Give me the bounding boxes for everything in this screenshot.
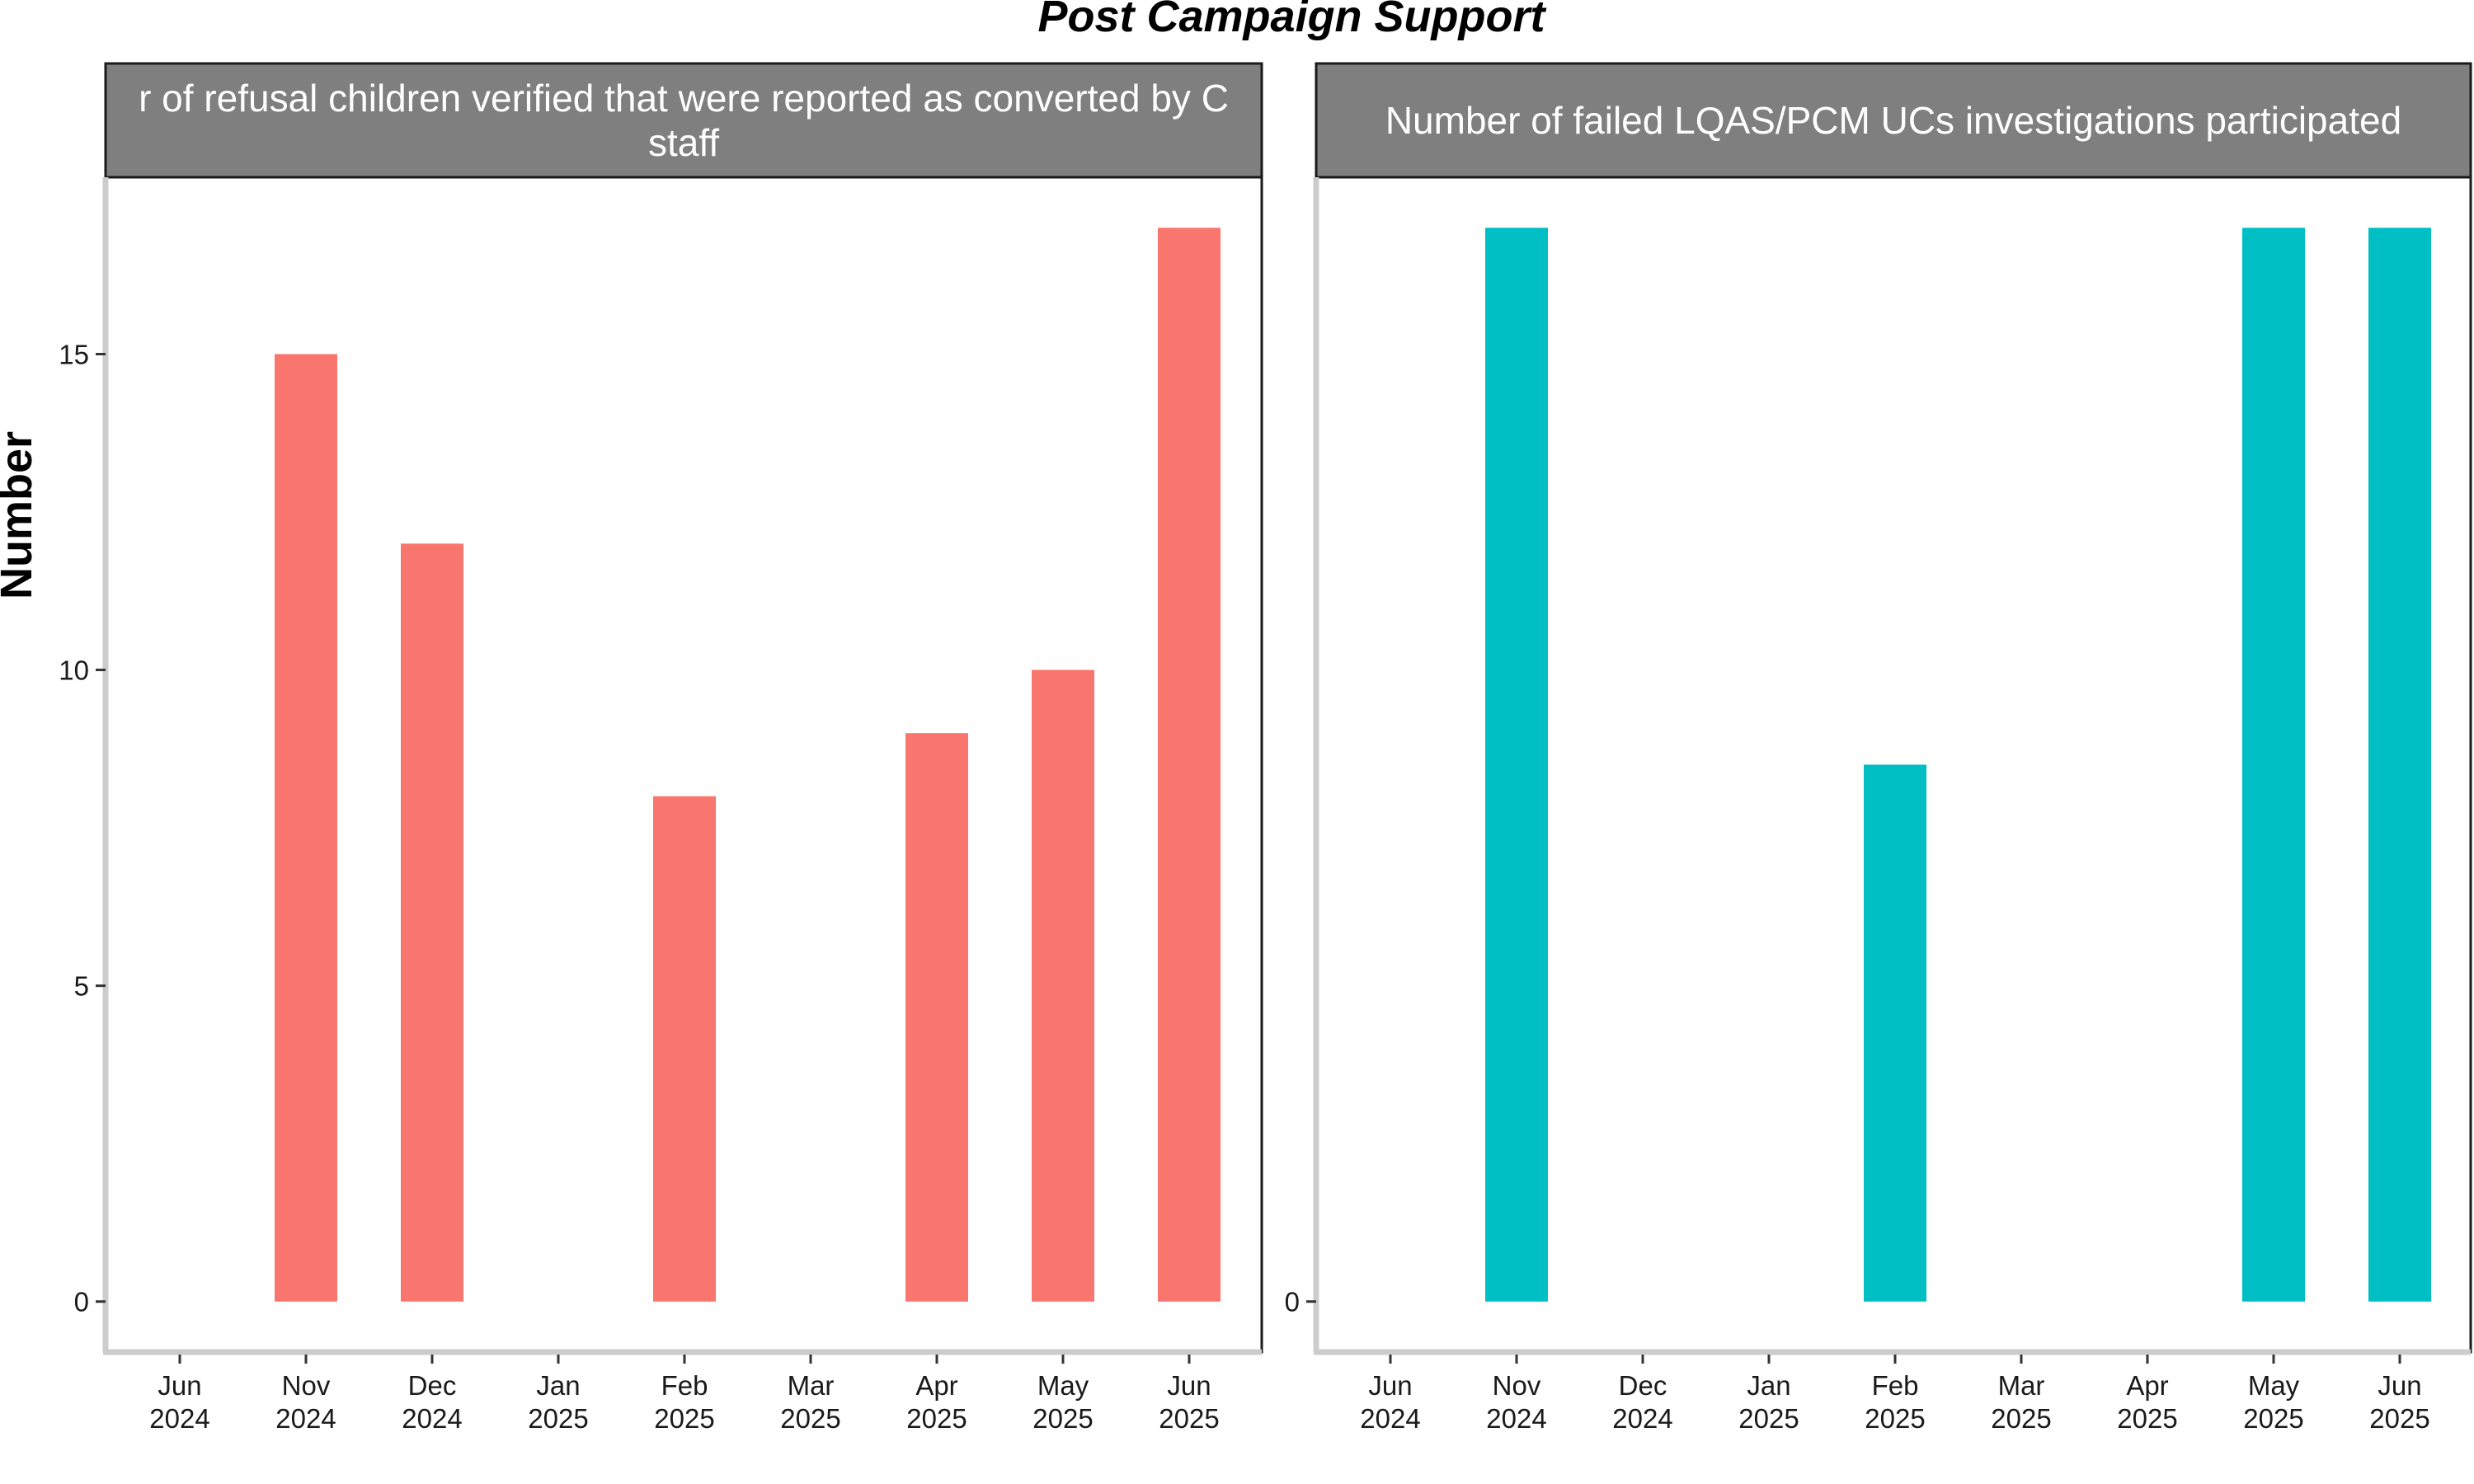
x-tick-label-month: Mar xyxy=(1998,1370,2045,1401)
x-tick-label-year: 2025 xyxy=(1865,1403,1925,1434)
x-tick-label-year: 2024 xyxy=(1486,1403,1546,1434)
facet-strip-label: r of refusal children verified that were… xyxy=(139,77,1229,120)
x-tick-label-month: Mar xyxy=(788,1370,835,1401)
facet-strip xyxy=(104,62,1263,179)
x-tick-label-month: Dec xyxy=(1619,1370,1667,1401)
x-tick-label-month: Dec xyxy=(408,1370,457,1401)
y-tick-label: 10 xyxy=(59,655,89,686)
facet-panels: r of refusal children verified that were… xyxy=(59,62,2472,1434)
x-tick-label-year: 2024 xyxy=(1612,1403,1672,1434)
x-tick-label-year: 2024 xyxy=(149,1403,209,1434)
x-tick-label-year: 2025 xyxy=(780,1403,840,1434)
bar xyxy=(2368,228,2431,1302)
x-tick-label-month: Feb xyxy=(1872,1370,1919,1401)
bar xyxy=(2242,228,2305,1302)
x-tick-label-month: Nov xyxy=(1493,1370,1541,1401)
x-tick-label-month: Jun xyxy=(1167,1370,1211,1401)
x-tick-label-year: 2025 xyxy=(2117,1403,2177,1434)
x-tick-label-year: 2025 xyxy=(1032,1403,1093,1434)
x-tick-label-month: May xyxy=(2248,1370,2300,1401)
facet-strip xyxy=(1315,62,2472,179)
bar xyxy=(1864,764,1926,1302)
bar xyxy=(1032,669,1094,1302)
x-tick-label-month: Apr xyxy=(2126,1370,2168,1401)
x-tick-label-year: 2025 xyxy=(2369,1403,2429,1434)
x-tick-label-month: Apr xyxy=(915,1370,957,1401)
x-tick-label-year: 2025 xyxy=(2243,1403,2303,1434)
bar xyxy=(401,543,463,1302)
bar xyxy=(905,733,968,1302)
x-tick-label-month: Jun xyxy=(1368,1370,1412,1401)
y-tick-label: 5 xyxy=(74,971,89,1002)
x-tick-label-year: 2024 xyxy=(402,1403,462,1434)
x-tick-label-year: 2025 xyxy=(1159,1403,1219,1434)
x-tick-label-month: Feb xyxy=(661,1370,708,1401)
bar xyxy=(275,354,337,1302)
chart-title: Post Campaign Support xyxy=(1037,0,1546,41)
facet-panel-2: Number of failed LQAS/PCM UCs investigat… xyxy=(1285,62,2472,1434)
y-tick-label: 0 xyxy=(1285,1287,1300,1317)
x-tick-label-year: 2024 xyxy=(275,1403,336,1434)
bar xyxy=(653,796,716,1302)
bar xyxy=(1158,228,1221,1302)
facet-strip-label: staff xyxy=(648,121,719,164)
x-tick-label-month: Nov xyxy=(282,1370,331,1401)
bar xyxy=(1485,228,1548,1302)
x-tick-label-year: 2025 xyxy=(1991,1403,2051,1434)
facet-strip-label: Number of failed LQAS/PCM UCs investigat… xyxy=(1385,99,2401,142)
x-tick-label-month: Jun xyxy=(158,1370,201,1401)
y-tick-label: 0 xyxy=(74,1287,89,1317)
x-tick-label-year: 2025 xyxy=(1738,1403,1799,1434)
x-tick-label-year: 2025 xyxy=(654,1403,714,1434)
x-tick-label-year: 2024 xyxy=(1360,1403,1420,1434)
x-tick-label-year: 2025 xyxy=(528,1403,588,1434)
x-tick-label-month: Jan xyxy=(536,1370,580,1401)
y-axis-title: Number xyxy=(0,431,41,599)
y-tick-label: 15 xyxy=(59,340,89,370)
x-tick-label-month: May xyxy=(1037,1370,1089,1401)
x-tick-label-year: 2025 xyxy=(906,1403,967,1434)
x-tick-label-month: Jun xyxy=(2378,1370,2421,1401)
facet-panel-1: r of refusal children verified that were… xyxy=(59,62,1263,1434)
x-tick-label-month: Jan xyxy=(1747,1370,1790,1401)
